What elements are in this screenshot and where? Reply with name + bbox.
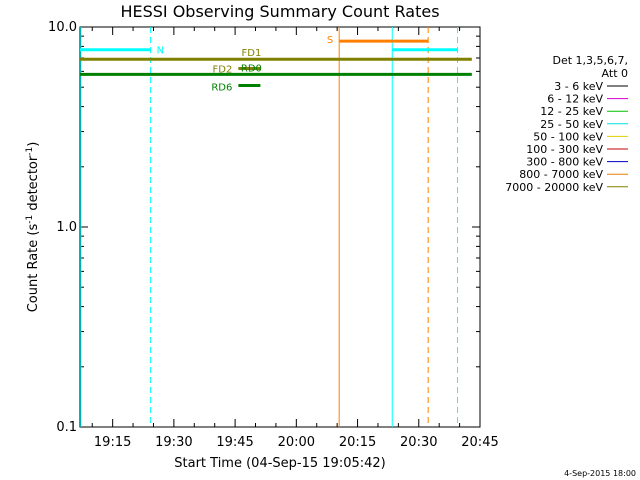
x-tick-label: 19:15: [94, 435, 131, 450]
legend-label: 300 - 800 keV: [526, 156, 603, 169]
segment-label-fd1: FD1: [242, 48, 262, 59]
legend-label: 100 - 300 keV: [526, 143, 603, 156]
segment-label-n: N: [157, 46, 164, 57]
chart-title: HESSI Observing Summary Count Rates: [120, 2, 439, 21]
legend-label: 6 - 12 keV: [547, 93, 603, 106]
plot-area: 10.0 1.0 0.1 19:15 19:30 19:45 20:00 20:15 20:30…: [48, 20, 499, 450]
x-tick-label: 20:15: [339, 435, 376, 450]
segment-label-rd6: RD6: [211, 82, 232, 93]
y-axis-label: Count Rate (s-1 detector-1): [25, 142, 41, 313]
legend-header-detectors: Det 1,3,5,6,7,: [552, 54, 628, 67]
y-tick-label: 10.0: [48, 20, 77, 35]
legend-label: 12 - 25 keV: [540, 105, 603, 118]
y-tick-label: 0.1: [56, 420, 77, 435]
y-tick-label: 1.0: [56, 220, 77, 235]
legend-header-attenuator: Att 0: [602, 67, 628, 80]
segment-label-s: S: [327, 35, 333, 46]
segment-label-rd0: RD0: [241, 63, 262, 74]
x-tick-label: 20:45: [461, 435, 498, 450]
legend-label: 50 - 100 keV: [533, 130, 603, 143]
legend-label: 3 - 6 keV: [554, 80, 603, 93]
plot-frame: [79, 26, 481, 428]
x-axis-label: Start Time (04-Sep-15 19:05:42): [174, 456, 385, 471]
timestamp-label: 4-Sep-2015 18:00: [564, 469, 636, 478]
x-tick-label: 20:30: [400, 435, 437, 450]
segment-label-fd2: FD2: [213, 65, 233, 76]
legend-label: 800 - 7000 keV: [519, 168, 603, 181]
x-tick-label: 20:00: [278, 435, 315, 450]
x-tick-label: 19:45: [216, 435, 253, 450]
legend-label: 25 - 50 keV: [540, 118, 603, 131]
x-tick-label: 19:30: [155, 435, 192, 450]
legend-label: 7000 - 20000 keV: [505, 181, 603, 194]
